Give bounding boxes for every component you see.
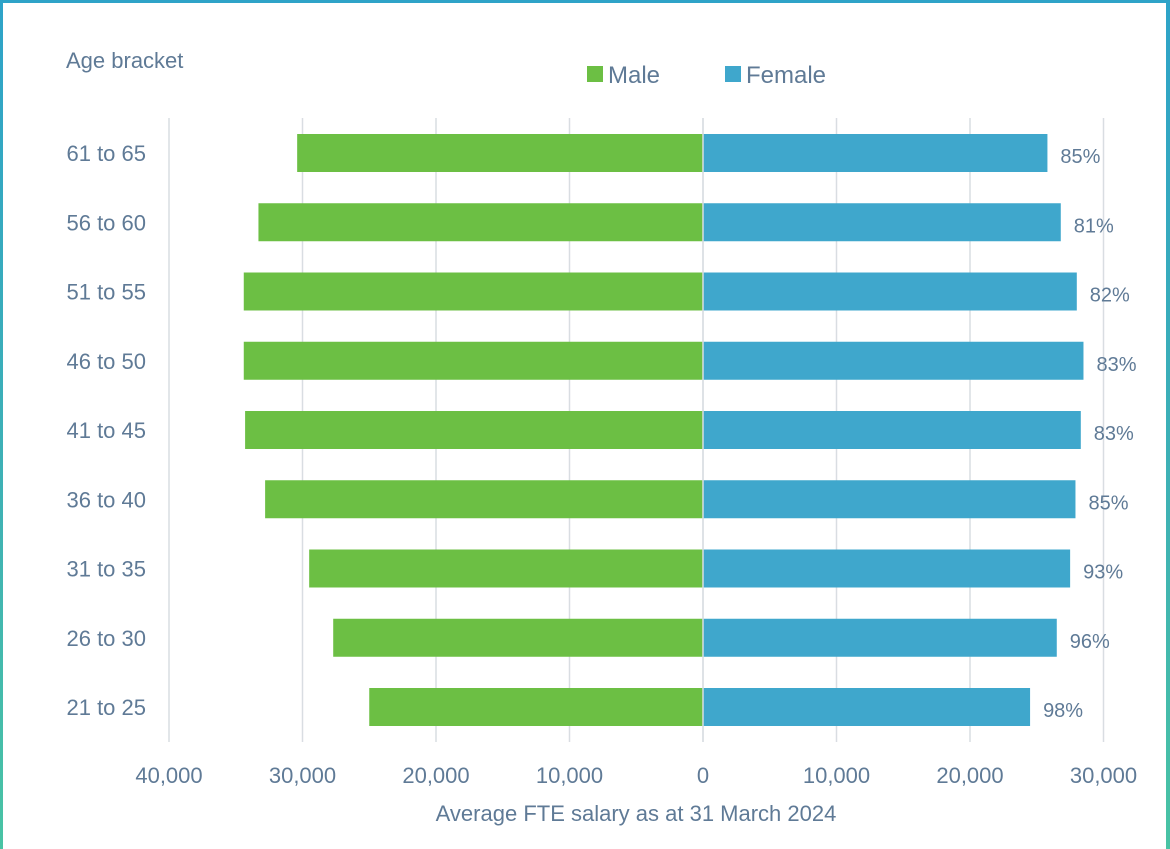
data-label: 81% (1074, 215, 1114, 237)
legend-swatch-female (725, 66, 741, 82)
legend-label-female: Female (746, 62, 826, 89)
bar-female (703, 272, 1077, 311)
legend-swatch-male (587, 66, 603, 82)
x-tick-label: 10,000 (536, 763, 603, 788)
x-tick-label: 20,000 (936, 763, 1003, 788)
x-axis-title: Average FTE salary as at 31 March 2024 (436, 801, 837, 826)
data-label: 98% (1043, 700, 1083, 722)
y-axis-title: Age bracket (66, 48, 183, 73)
x-tick-label: 30,000 (1070, 763, 1137, 788)
data-label: 82% (1090, 285, 1130, 307)
x-tick-label: 10,000 (803, 763, 870, 788)
data-label: 83% (1094, 423, 1134, 445)
data-label: 85% (1060, 146, 1100, 168)
y-tick-label: 21 to 25 (66, 695, 146, 720)
bar-male (265, 480, 703, 519)
data-label: 93% (1083, 562, 1123, 584)
bar-female (703, 411, 1081, 449)
bar-male (245, 411, 703, 449)
x-tick-label: 0 (697, 763, 709, 788)
bar-male (243, 341, 703, 380)
x-tick-label: 20,000 (402, 763, 469, 788)
bar-male (258, 203, 703, 242)
data-label: 96% (1070, 631, 1110, 653)
bar-female (703, 341, 1084, 380)
bar-male (333, 618, 703, 657)
bar-male (297, 134, 703, 172)
y-tick-label: 41 to 45 (66, 418, 146, 443)
data-label: 85% (1088, 492, 1128, 514)
bar-female (703, 134, 1048, 172)
y-tick-label: 56 to 60 (66, 210, 146, 235)
bars (243, 118, 1084, 742)
bar-female (703, 480, 1076, 519)
bar-female (703, 549, 1071, 588)
data-label: 83% (1096, 354, 1136, 376)
x-tick-label: 40,000 (135, 763, 202, 788)
y-tick-label: 46 to 50 (66, 349, 146, 374)
y-tick-label: 51 to 55 (66, 280, 146, 305)
bar-male (369, 688, 703, 726)
bar-male (243, 272, 703, 311)
bar-female (703, 618, 1057, 657)
y-tick-label: 61 to 65 (66, 141, 146, 166)
bar-male (309, 549, 703, 588)
labels: 40,000 30,000 20,000 10,000 0 10,000 20,000 30,… (66, 141, 1137, 788)
x-tick-label: 30,000 (269, 763, 336, 788)
legend-label-male: Male (608, 62, 660, 89)
y-tick-label: 26 to 30 (66, 626, 146, 651)
bar-female (703, 688, 1031, 726)
y-tick-label: 36 to 40 (66, 487, 146, 512)
legend: Male Female (587, 62, 826, 89)
y-tick-label: 31 to 35 (66, 557, 146, 582)
bar-female (703, 203, 1061, 242)
